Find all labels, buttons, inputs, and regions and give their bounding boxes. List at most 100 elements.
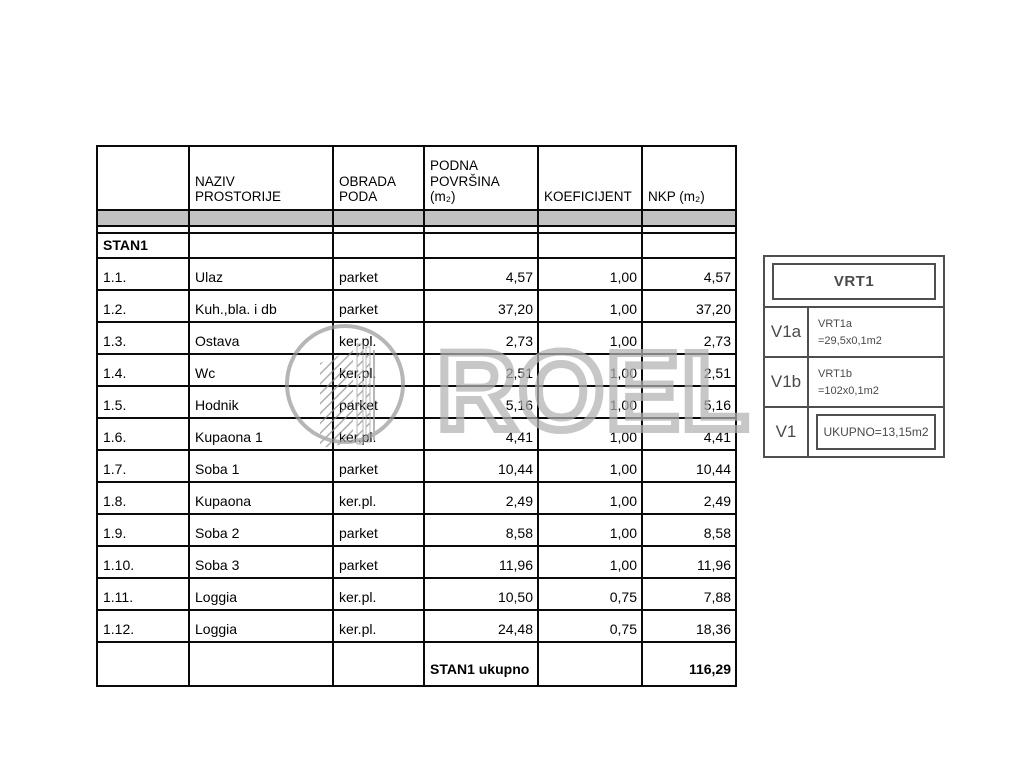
table-row: 1.3. Ostava ker.pl. 2,73 1,00 2,73: [96, 321, 737, 355]
cell-floor: parket: [332, 545, 425, 579]
area-table: NAZIV PROSTORIJE OBRADA PODA PODNA POVRŠ…: [96, 145, 737, 687]
cell-name: Ulaz: [188, 257, 334, 291]
cell-coef: 1,00: [537, 321, 643, 355]
cell-floor: parket: [332, 289, 425, 323]
cell-coef: 1,00: [537, 257, 643, 291]
panel-detail-v1a: VRT1a =29,5x0,1m2: [818, 318, 882, 348]
cell-nkp: 37,20: [641, 289, 737, 323]
cell-area: 2,51: [423, 353, 539, 387]
cell-coef: 0,75: [537, 577, 643, 611]
cell-area: 10,44: [423, 449, 539, 483]
cell-nkp: 4,41: [641, 417, 737, 451]
table-row: 1.1. Ulaz parket 4,57 1,00 4,57: [96, 257, 737, 291]
table-row: 1.4. Wc ker.pl. 2,51 1,00 2,51: [96, 353, 737, 387]
cell-coef: 0,75: [537, 609, 643, 643]
cell-area: 4,57: [423, 257, 539, 291]
cell-nkp: 7,88: [641, 577, 737, 611]
cell-area: 2,73: [423, 321, 539, 355]
cell-nkp: 4,57: [641, 257, 737, 291]
header-cell-area: PODNA POVRŠINA (m₂): [423, 145, 539, 211]
cell-name: Soba 1: [188, 449, 334, 483]
cell-name: Soba 2: [188, 513, 334, 547]
cell-nkp: 2,73: [641, 321, 737, 355]
section-row: STAN1: [96, 232, 737, 259]
cell-area: 8,58: [423, 513, 539, 547]
cell-id: 1.1.: [96, 257, 190, 291]
gray-band-row: [96, 209, 737, 227]
cell-id: 1.2.: [96, 289, 190, 323]
cell-id: 1.5.: [96, 385, 190, 419]
cell-area: 37,20: [423, 289, 539, 323]
table-row: 1.10. Soba 3 parket 11,96 1,00 11,96: [96, 545, 737, 579]
cell-nkp: 10,44: [641, 449, 737, 483]
cell-coef: 1,00: [537, 545, 643, 579]
cell-floor: ker.pl.: [332, 353, 425, 387]
header-cell-coef: KOEFICIJENT: [537, 145, 643, 211]
cell-id: 1.12.: [96, 609, 190, 643]
table-row: 1.2. Kuh.,bla. i db parket 37,20 1,00 37…: [96, 289, 737, 323]
cell-floor: ker.pl.: [332, 577, 425, 611]
header-cell-floor: OBRADA PODA: [332, 145, 425, 211]
cell-floor: ker.pl.: [332, 481, 425, 515]
cell-floor: ker.pl.: [332, 321, 425, 355]
cell-nkp: 2,49: [641, 481, 737, 515]
total-label: STAN1 ukupno: [423, 641, 539, 687]
cell-floor: ker.pl.: [332, 417, 425, 451]
panel-detail-v1b: VRT1b =102x0,1m2: [818, 368, 879, 398]
cell-nkp: 8,58: [641, 513, 737, 547]
cell-name: Soba 3: [188, 545, 334, 579]
spacer-row: [96, 225, 737, 234]
cell-name: Ostava: [188, 321, 334, 355]
cell-floor: parket: [332, 513, 425, 547]
section-label: STAN1: [96, 232, 190, 259]
cell-id: 1.7.: [96, 449, 190, 483]
table-row: 1.8. Kupaona ker.pl. 2,49 1,00 2,49: [96, 481, 737, 515]
cell-name: Kupaona: [188, 481, 334, 515]
cell-id: 1.3.: [96, 321, 190, 355]
cell-nkp: 5,16: [641, 385, 737, 419]
cell-floor: parket: [332, 385, 425, 419]
header-cell-id: [96, 145, 190, 211]
total-value: 116,29: [641, 641, 737, 687]
cell-id: 1.4.: [96, 353, 190, 387]
vrt1-title: VRT1: [772, 263, 936, 300]
header-row: NAZIV PROSTORIJE OBRADA PODA PODNA POVRŠ…: [96, 145, 737, 211]
cell-name: Kupaona 1: [188, 417, 334, 451]
vrt1-panel-header: VRT1: [765, 257, 943, 308]
table-row: 1.5. Hodnik parket 5,16 1,00 5,16: [96, 385, 737, 419]
panel-row-v1b: V1b VRT1b =102x0,1m2: [765, 358, 943, 408]
cell-coef: 1,00: [537, 513, 643, 547]
cell-nkp: 2,51: [641, 353, 737, 387]
table-row: 1.7. Soba 1 parket 10,44 1,00 10,44: [96, 449, 737, 483]
table-row: 1.6. Kupaona 1 ker.pl. 4,41 1,00 4,41: [96, 417, 737, 451]
panel-label-v1b: V1b: [765, 358, 809, 406]
cell-area: 5,16: [423, 385, 539, 419]
panel-label-v1: V1: [765, 408, 809, 456]
total-row: STAN1 ukupno 116,29: [96, 641, 737, 687]
cell-id: 1.6.: [96, 417, 190, 451]
cell-id: 1.8.: [96, 481, 190, 515]
cell-coef: 1,00: [537, 481, 643, 515]
cell-nkp: 18,36: [641, 609, 737, 643]
table-row: 1.11. Loggia ker.pl. 10,50 0,75 7,88: [96, 577, 737, 611]
cell-name: Loggia: [188, 609, 334, 643]
cell-area: 24,48: [423, 609, 539, 643]
table-row: 1.9. Soba 2 parket 8,58 1,00 8,58: [96, 513, 737, 547]
cell-area: 2,49: [423, 481, 539, 515]
cell-coef: 1,00: [537, 385, 643, 419]
cell-area: 11,96: [423, 545, 539, 579]
cell-name: Loggia: [188, 577, 334, 611]
cell-coef: 1,00: [537, 353, 643, 387]
panel-total-box: UKUPNO=13,15m2: [816, 414, 936, 450]
cell-floor: ker.pl.: [332, 609, 425, 643]
cell-coef: 1,00: [537, 417, 643, 451]
header-cell-name: NAZIV PROSTORIJE: [188, 145, 334, 211]
cell-floor: parket: [332, 257, 425, 291]
cell-id: 1.11.: [96, 577, 190, 611]
vrt1-panel: VRT1 V1a VRT1a =29,5x0,1m2 V1b VRT1b =10…: [763, 255, 945, 458]
table-row: 1.12. Loggia ker.pl. 24,48 0,75 18,36: [96, 609, 737, 643]
cell-id: 1.10.: [96, 545, 190, 579]
cell-coef: 1,00: [537, 449, 643, 483]
panel-row-v1-total: V1 UKUPNO=13,15m2: [765, 408, 943, 456]
cell-coef: 1,00: [537, 289, 643, 323]
